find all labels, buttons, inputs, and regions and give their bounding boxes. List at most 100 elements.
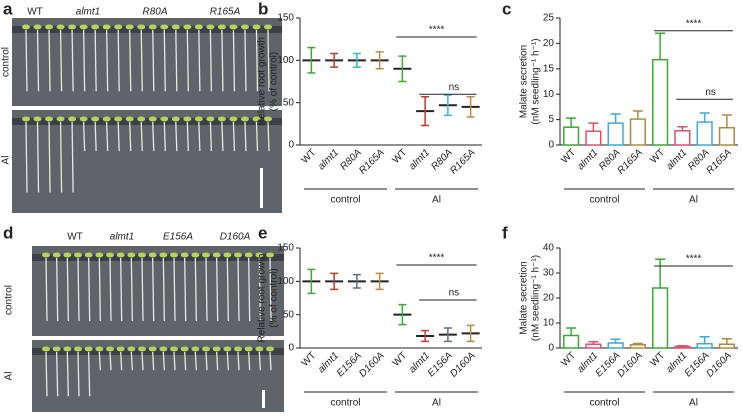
seedling-leaf — [160, 24, 169, 30]
bar — [718, 343, 735, 349]
root — [117, 29, 120, 92]
root — [163, 121, 166, 152]
x-tick-label: R165A — [357, 147, 387, 177]
photo-background — [12, 110, 282, 213]
row-label: control — [1, 47, 12, 77]
seedling-leaf — [138, 252, 146, 258]
seedling-leaf — [45, 116, 54, 122]
seedling-leaf — [68, 24, 77, 30]
seedling-leaf — [79, 116, 88, 122]
seedling-leaf — [266, 346, 274, 352]
agar-strip — [12, 26, 282, 33]
y-tick-label: 0 — [288, 140, 294, 151]
y-axis-label: (% of control) — [269, 268, 280, 327]
root — [255, 29, 259, 92]
error-bar — [375, 272, 384, 291]
bar — [585, 343, 602, 349]
row-label: Al — [4, 372, 15, 381]
root — [258, 351, 261, 371]
error-bar — [330, 52, 339, 68]
root — [141, 257, 144, 322]
seedling-leaf — [114, 116, 123, 122]
seedling-leaf — [91, 24, 100, 30]
y-tick-label: 25 — [543, 13, 555, 24]
bar — [696, 121, 713, 146]
root — [152, 257, 155, 322]
seedling-leaf — [148, 24, 157, 30]
seedling-leaf — [116, 252, 125, 258]
root — [140, 121, 143, 152]
y-tick-label: 20 — [543, 293, 555, 304]
significance-label: **** — [686, 254, 702, 265]
seedling-leaf — [252, 116, 261, 122]
seedling-leaf — [84, 252, 93, 258]
x-tick-label: D160A — [357, 350, 387, 380]
y-axis-label: Relative root growth — [257, 254, 268, 343]
root — [255, 121, 259, 152]
seedling-leaf — [137, 24, 146, 30]
root — [129, 121, 132, 152]
root — [184, 351, 187, 371]
agar-strip — [32, 254, 284, 261]
x-tick-label: D160A — [448, 350, 478, 380]
seedling-leaf — [79, 24, 88, 30]
error-bar — [466, 324, 475, 343]
root — [173, 257, 176, 322]
root — [175, 121, 178, 152]
agar-strip — [12, 118, 282, 125]
y-tick-label: 100 — [277, 276, 294, 287]
root — [216, 257, 219, 322]
error-bar — [610, 113, 621, 124]
seedling-leaf — [212, 252, 221, 258]
root — [152, 351, 155, 371]
seedling-leaf — [159, 252, 168, 258]
seedling-leaf — [170, 346, 178, 352]
root — [94, 121, 97, 152]
root — [109, 351, 112, 371]
root — [77, 351, 80, 397]
column-label: almt1 — [76, 7, 100, 18]
error-bar — [632, 110, 643, 120]
seedling-leaf — [138, 346, 146, 352]
seedling-leaf — [194, 24, 203, 30]
bar — [652, 287, 669, 349]
bar — [585, 130, 602, 146]
seedling-leaf — [240, 24, 249, 30]
seedling-leaf — [171, 24, 180, 30]
root — [175, 29, 178, 92]
seedling-leaf — [127, 252, 136, 258]
seedling-leaf — [74, 252, 82, 258]
root — [140, 29, 143, 92]
error-bar — [443, 94, 452, 117]
bar — [652, 58, 669, 146]
root — [232, 29, 236, 92]
seedling-leaf — [206, 24, 215, 30]
seedling-leaf — [137, 116, 146, 122]
error-bar — [398, 55, 407, 83]
root — [186, 29, 189, 92]
seedling-leaf — [217, 116, 226, 122]
seedling-leaf — [266, 252, 274, 258]
y-axis-label: Malate secretion — [519, 261, 530, 334]
seedling-leaf — [22, 24, 30, 30]
seedling-leaf — [229, 24, 238, 30]
group-label: Al — [689, 195, 698, 206]
significance-label: ns — [449, 82, 460, 93]
seedling-leaf — [244, 252, 253, 258]
significance-label: ns — [449, 288, 460, 299]
root — [216, 351, 219, 371]
y-axis-label: (nM seedling⁻¹ h⁻¹) — [531, 38, 542, 124]
root — [36, 121, 40, 193]
seedling-leaf — [125, 116, 134, 122]
root — [109, 257, 112, 322]
error-bar — [588, 341, 599, 345]
root — [82, 121, 86, 152]
y-axis-label: Relative root growth — [257, 37, 268, 126]
error-bar — [677, 345, 688, 347]
seedling-leaf — [106, 346, 114, 352]
error-bar — [307, 46, 316, 74]
panel-letter: d — [3, 223, 13, 242]
root — [45, 351, 48, 397]
root — [141, 351, 144, 371]
x-tick-label: D160A — [615, 350, 645, 380]
